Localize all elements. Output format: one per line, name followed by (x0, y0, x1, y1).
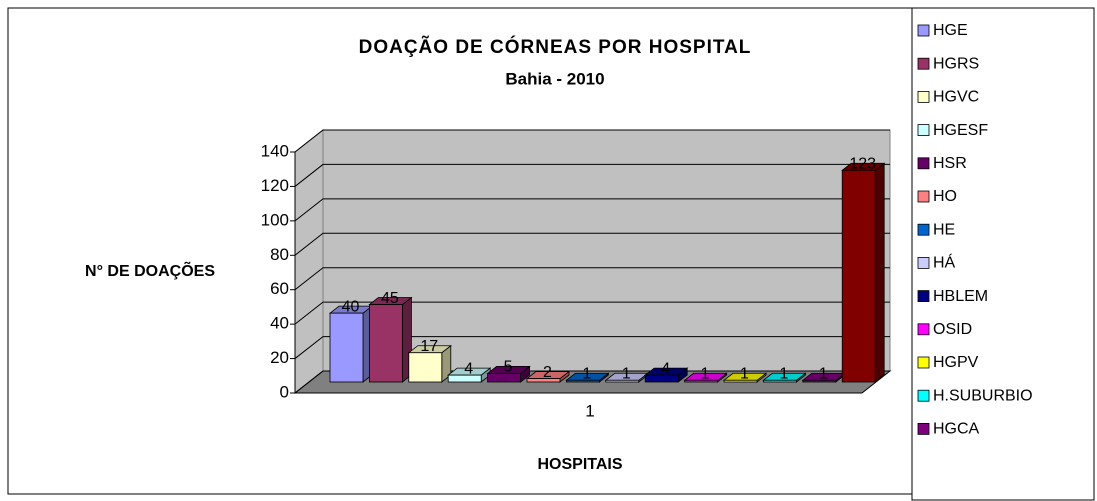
grid-line (294, 370, 890, 394)
bar (841, 169, 876, 383)
y-tick-label: 100 (261, 210, 289, 229)
value-label: 123 (849, 155, 876, 172)
side-wall (294, 128, 324, 395)
legend-swatch (917, 157, 930, 170)
legend-swatch (917, 57, 930, 70)
legend-label: HGRS (933, 55, 979, 72)
legend-label: HGE (933, 22, 968, 39)
legend-swatch (917, 256, 930, 269)
legend-label: HGCA (933, 421, 980, 438)
chart-subtitle: Bahia - 2010 (505, 69, 604, 88)
legend-swatch (917, 124, 930, 136)
grid-line (294, 163, 890, 187)
grid-line (294, 129, 890, 153)
value-label: 17 (420, 338, 438, 355)
y-tick-label: 40 (270, 314, 289, 333)
legend-label: HGPV (933, 354, 979, 371)
legend-swatch (917, 24, 930, 37)
value-label: 1 (622, 365, 631, 382)
legend-label: HÁ (933, 253, 956, 272)
legend-label: OSID (933, 321, 972, 338)
legend-swatch (917, 356, 930, 369)
bar (605, 379, 640, 383)
legend-label: H.SUBURBIO (933, 387, 1033, 404)
grid-line (294, 336, 890, 359)
bar (763, 379, 797, 383)
legend-swatch (917, 190, 930, 203)
value-label: 2 (543, 364, 552, 381)
x-axis-label: HOSPITAIS (537, 456, 622, 473)
legend-label: HO (933, 188, 957, 205)
bar (723, 379, 758, 383)
value-label: 1 (779, 365, 788, 382)
legend-box (911, 7, 1095, 501)
legend-swatch (917, 323, 930, 336)
legend-label: HSR (933, 155, 967, 172)
y-tick-label: 0 (280, 382, 289, 401)
legend-swatch (917, 389, 930, 402)
value-label: 1 (740, 365, 749, 382)
value-label: 4 (661, 360, 670, 377)
legend-swatch (917, 290, 930, 303)
x-tick-label: 1 (585, 401, 594, 420)
bar (408, 352, 443, 383)
legend-swatch (917, 91, 930, 103)
y-tick-label: 80 (270, 245, 289, 264)
grid-line (294, 267, 890, 291)
legend-swatch (917, 422, 930, 435)
legend-label: HE (933, 221, 955, 238)
bar (447, 374, 482, 383)
bar (329, 312, 364, 383)
y-tick-label: 60 (270, 279, 289, 298)
bar (684, 379, 718, 383)
chart-title: DOAÇÃO DE CÓRNEAS POR HOSPITAL (359, 36, 752, 58)
value-label: 45 (381, 290, 399, 307)
y-axis-label: N° DE DOAÇÕES (85, 260, 215, 280)
bar (644, 374, 679, 383)
y-tick-label: 20 (270, 348, 289, 367)
legend-label: HBLEM (933, 288, 988, 305)
grid-line (294, 232, 890, 256)
y-tick-label: 140 (261, 141, 289, 160)
legend-label: HGVC (933, 89, 979, 106)
bar (566, 379, 600, 383)
value-label: 1 (701, 365, 710, 382)
y-tick-label: 120 (261, 176, 289, 195)
value-label: 1 (819, 365, 828, 382)
bar (487, 372, 522, 383)
grid-line (294, 301, 890, 325)
legend-swatch (917, 223, 930, 236)
grid-line (294, 198, 890, 222)
value-label: 1 (582, 365, 591, 382)
value-label: 40 (342, 298, 360, 315)
bar (368, 304, 403, 383)
bar-side (874, 162, 885, 383)
value-label: 4 (464, 360, 473, 377)
legend-label: HGESF (933, 122, 988, 139)
bar (526, 378, 561, 383)
value-label: 5 (504, 359, 513, 376)
bar (802, 379, 837, 383)
